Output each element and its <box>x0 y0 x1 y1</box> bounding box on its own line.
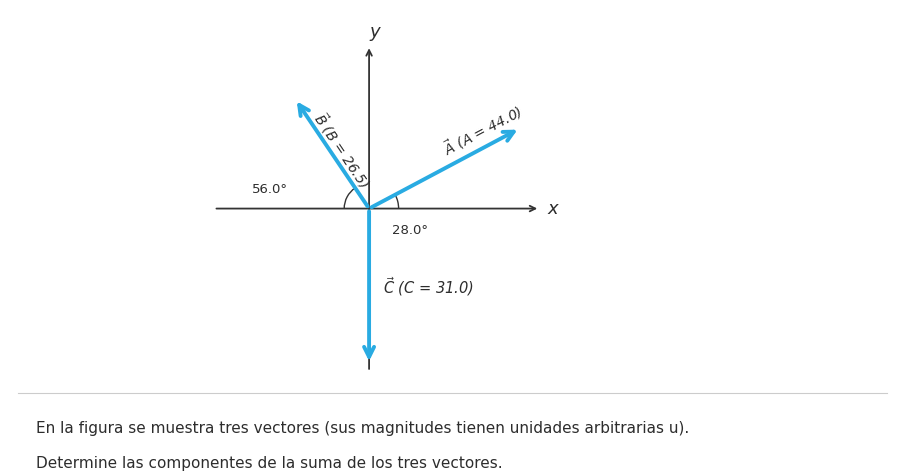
Text: 28.0°: 28.0° <box>393 224 428 237</box>
Text: $\vec{A}$ (A = 44.0): $\vec{A}$ (A = 44.0) <box>440 101 526 159</box>
Text: $\vec{C}$ (C = 31.0): $\vec{C}$ (C = 31.0) <box>383 275 474 298</box>
Text: y: y <box>369 23 380 41</box>
Text: $\vec{B}$ (B = 26.5): $\vec{B}$ (B = 26.5) <box>310 109 375 191</box>
Text: 56.0°: 56.0° <box>252 183 288 196</box>
Text: Determine las componentes de la suma de los tres vectores.: Determine las componentes de la suma de … <box>36 456 503 471</box>
Text: En la figura se muestra tres vectores (sus magnitudes tienen unidades arbitraria: En la figura se muestra tres vectores (s… <box>36 421 690 436</box>
Text: x: x <box>548 199 558 218</box>
